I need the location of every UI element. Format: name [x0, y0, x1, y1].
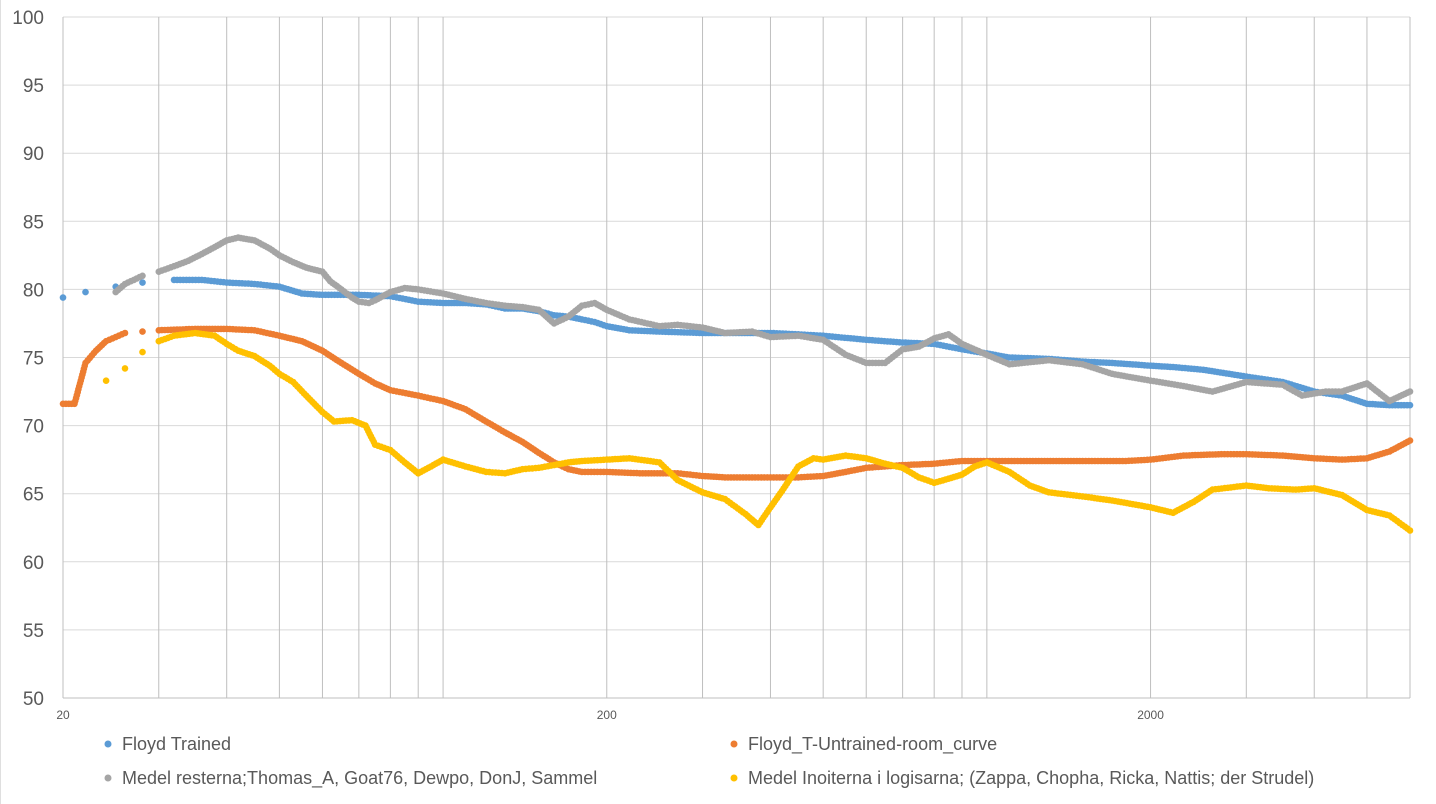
y-tick-label: 70	[23, 417, 44, 438]
series-layer	[59, 234, 1414, 534]
legend-label: Medel Inoiterna i logisarna; (Zappa, Cho…	[748, 768, 1314, 788]
legend-marker	[104, 740, 112, 748]
y-tick-label: 60	[23, 553, 44, 574]
y-tick-label: 100	[12, 8, 44, 29]
x-tick-label: 20	[56, 708, 70, 722]
legend-marker	[104, 774, 112, 782]
data-point	[139, 272, 146, 280]
y-tick-label: 90	[23, 144, 44, 165]
y-tick-label: 65	[23, 485, 44, 506]
data-point	[59, 294, 67, 301]
legend: Floyd Trained Floyd_T-Untrained-room_curv…	[104, 734, 1314, 789]
y-axis-tick-labels: 50 55 60 65 70 75 80 85 90 95 100	[12, 8, 44, 710]
data-point	[139, 328, 146, 335]
legend-label: Medel resterna;Thomas_A, Goat76, Dewpo, …	[122, 768, 597, 789]
data-point	[139, 279, 146, 286]
y-tick-label: 55	[23, 621, 44, 642]
data-point	[1406, 401, 1414, 409]
data-point	[121, 329, 129, 337]
data-point	[121, 365, 129, 372]
legend-label: Floyd Trained	[122, 734, 231, 754]
data-point	[1406, 437, 1414, 444]
legend-marker	[730, 774, 738, 782]
data-point	[102, 377, 110, 385]
series-3	[112, 234, 1414, 405]
legend-marker	[730, 740, 738, 748]
data-point	[1406, 388, 1414, 395]
y-tick-label: 50	[23, 689, 44, 710]
legend-label: Floyd_T-Untrained-room_curve	[748, 734, 997, 755]
series-4	[102, 329, 1414, 534]
y-tick-label: 80	[23, 280, 44, 301]
y-tick-label: 85	[23, 212, 44, 233]
data-point	[82, 288, 89, 296]
x-axis-tick-labels: 20 200 2000	[56, 708, 1164, 722]
grid	[63, 16, 1411, 699]
x-tick-label: 200	[597, 708, 617, 722]
y-tick-label: 95	[23, 76, 44, 97]
x-tick-label: 2000	[1137, 708, 1164, 722]
y-tick-label: 75	[23, 349, 44, 370]
data-point	[139, 348, 146, 356]
data-point	[1406, 527, 1414, 534]
